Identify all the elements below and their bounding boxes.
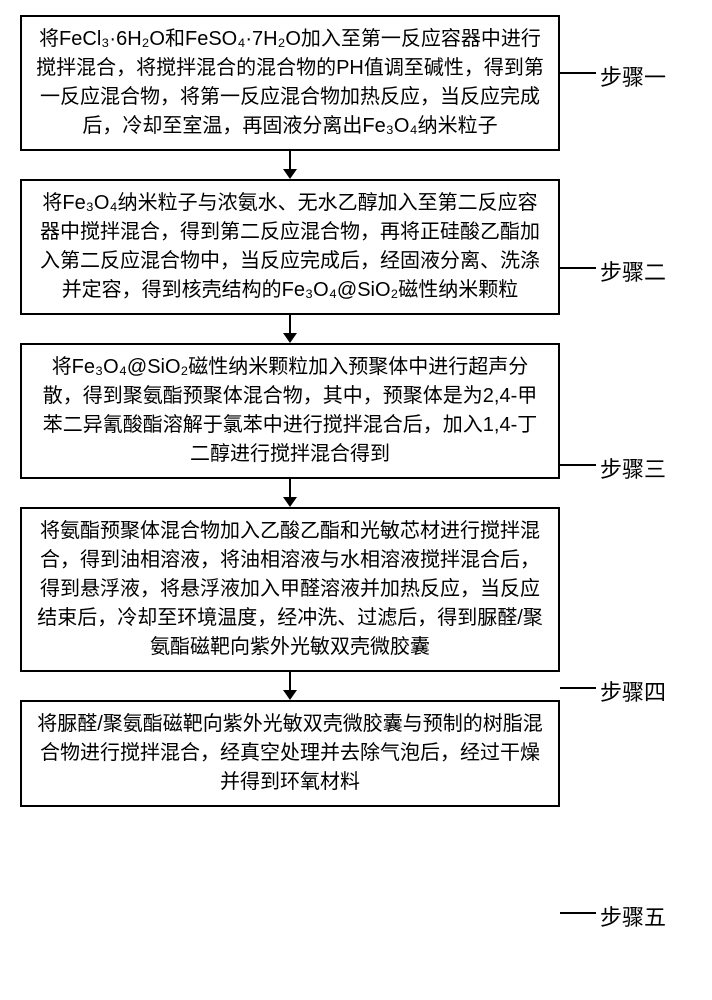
leader-1	[560, 72, 596, 74]
step-box-2: 将Fe₃O₄纳米粒子与浓氨水、无水乙醇加入至第二反应容器中搅拌混合，得到第二反应…	[20, 179, 560, 315]
leader-2	[560, 267, 596, 269]
step-text-4: 将氨酯预聚体混合物加入乙酸乙酯和光敏芯材进行搅拌混合，得到油相溶液，将油相溶液与…	[37, 520, 543, 658]
step-box-3: 将Fe₃O₄@SiO₂磁性纳米颗粒加入预聚体中进行超声分散，得到聚氨酯预聚体混合…	[20, 343, 560, 479]
step-box-5: 将脲醛/聚氨酯磁靶向紫外光敏双壳微胶囊与预制的树脂混合物进行搅拌混合，经真空处理…	[20, 700, 560, 807]
step-label-5: 步骤五	[600, 900, 666, 932]
leader-5	[560, 912, 596, 914]
step-text-3: 将Fe₃O₄@SiO₂磁性纳米颗粒加入预聚体中进行超声分散，得到聚氨酯预聚体混合…	[43, 356, 537, 465]
step-label-3: 步骤三	[600, 452, 666, 484]
arrow-1	[20, 151, 560, 179]
step-box-1: 将FeCl₃·6H₂O和FeSO₄·7H₂O加入至第一反应容器中进行搅拌混合，将…	[20, 15, 560, 151]
arrow-3	[20, 479, 560, 507]
arrow-2	[20, 315, 560, 343]
leader-4	[560, 687, 596, 689]
step-text-5: 将脲醛/聚氨酯磁靶向紫外光敏双壳微胶囊与预制的树脂混合物进行搅拌混合，经真空处理…	[37, 713, 543, 793]
step-label-1: 步骤一	[600, 60, 666, 92]
arrow-4	[20, 672, 560, 700]
step-label-4: 步骤四	[600, 675, 666, 707]
step-text-2: 将Fe₃O₄纳米粒子与浓氨水、无水乙醇加入至第二反应容器中搅拌混合，得到第二反应…	[40, 192, 540, 301]
leader-3	[560, 464, 596, 466]
step-text-1: 将FeCl₃·6H₂O和FeSO₄·7H₂O加入至第一反应容器中进行搅拌混合，将…	[36, 28, 544, 137]
step-box-4: 将氨酯预聚体混合物加入乙酸乙酯和光敏芯材进行搅拌混合，得到油相溶液，将油相溶液与…	[20, 507, 560, 672]
flowchart-container: 将FeCl₃·6H₂O和FeSO₄·7H₂O加入至第一反应容器中进行搅拌混合，将…	[20, 15, 560, 807]
step-label-2: 步骤二	[600, 255, 666, 287]
